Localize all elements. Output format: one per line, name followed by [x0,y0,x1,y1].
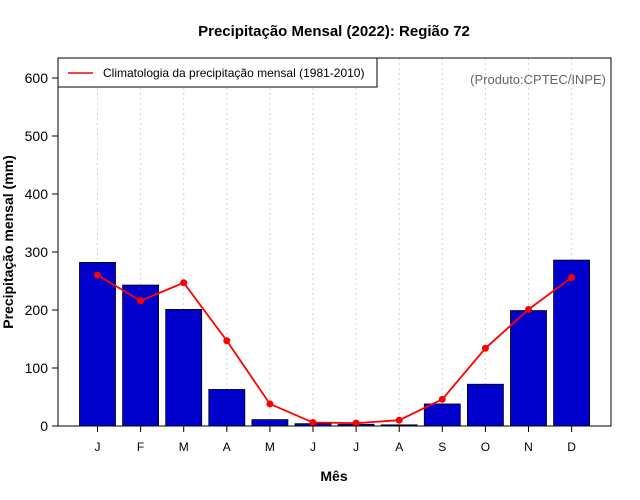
x-tick-label-10: N [524,440,533,454]
y-tick-label-200: 200 [25,302,49,318]
x-tick-label-3: A [223,440,231,454]
climatology-point-0 [94,271,101,279]
legend: Climatologia da precipitação mensal (198… [57,57,378,88]
climatology-point-7 [395,416,403,424]
bar-O-9 [466,383,504,427]
legend-entry-climatology: Climatologia da precipitação mensal (198… [103,66,364,80]
y-tick-label-300: 300 [25,244,49,260]
climatology-point-6 [352,419,360,427]
climatology-line [94,271,576,427]
bars [79,259,590,427]
bar-D-11 [553,259,590,427]
x-tick-label-9: O [481,440,490,454]
climatology-point-2 [180,279,188,287]
x-tick-label-5: J [310,440,316,454]
product-credit: (Produto:CPTEC/INPE) [470,72,606,87]
climatology-point-4 [266,400,274,408]
x-tick-label-7: A [395,440,403,454]
x-axis-title: Mês [320,468,347,484]
climatology-point-9 [481,344,489,352]
x-tick-label-4: M [265,440,275,454]
x-tick-label-8: S [438,440,446,454]
bar-S-8 [423,403,461,427]
climatology-point-10 [525,305,532,313]
x-tick-label-2: M [179,440,189,454]
x-tick-label-0: J [95,440,101,454]
x-tick-label-11: D [567,440,576,454]
climatology-polyline [97,274,573,425]
bar-A-3 [208,389,246,427]
bar-F-1 [122,284,159,427]
climatology-point-3 [223,337,231,345]
legend-box [57,57,378,88]
climatology-point-8 [438,395,446,403]
x-tick-label-6: J [353,440,359,454]
bar-M-2 [165,309,203,427]
y-axis-title: Precipitação mensal (mm) [0,155,16,329]
y-tick-label-100: 100 [25,360,49,376]
bar-J-0 [79,262,116,427]
y-tick-label-600: 600 [25,70,49,86]
y-tick-label-400: 400 [25,186,49,202]
x-tick-label-1: F [137,440,144,454]
y-tick-label-0: 0 [40,418,48,434]
chart-title: Precipitação Mensal (2022): Região 72 [198,23,470,40]
bar-N-10 [510,310,547,427]
climatology-point-1 [137,297,145,305]
y-tick-label-500: 500 [25,128,49,144]
climatology-point-11 [568,274,576,282]
climatology-point-5 [309,419,317,427]
bar-M-4 [251,419,289,427]
y-axis: 0 100 200 300 400 500 600 [25,70,58,434]
